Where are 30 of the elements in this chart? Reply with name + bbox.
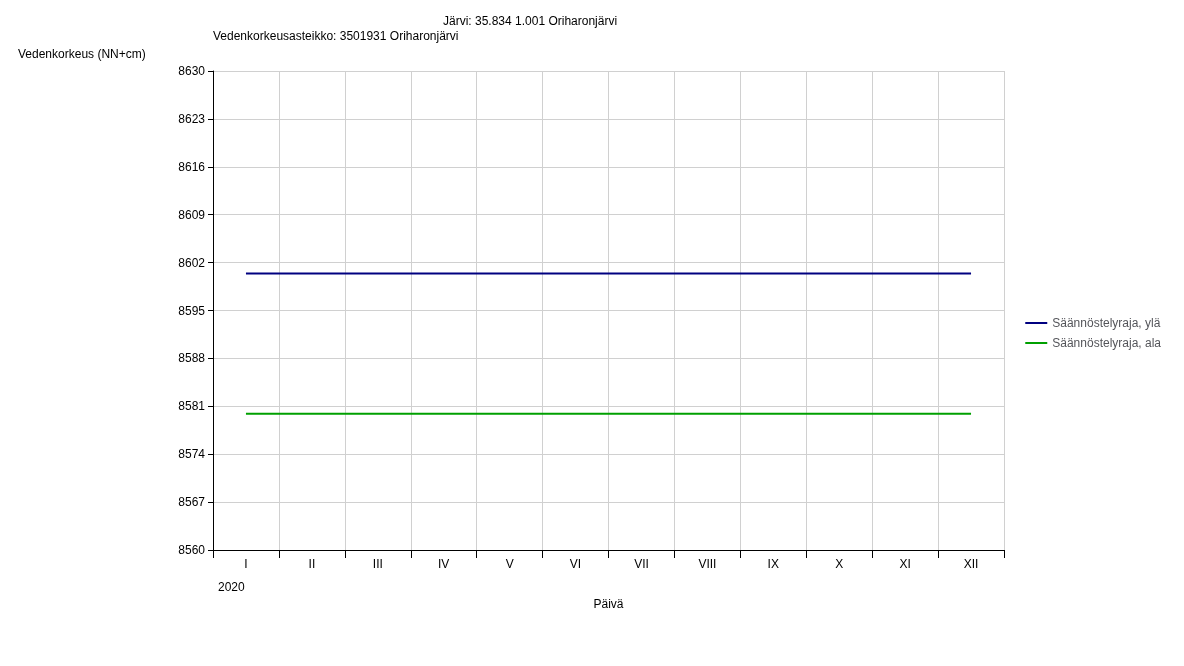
y-tick-label: 8630	[178, 64, 206, 78]
x-tick-label: V	[505, 557, 514, 571]
x-tick-label: VI	[569, 557, 582, 571]
x-tick-label: XI	[899, 557, 911, 571]
text: 2020	[218, 580, 246, 594]
x-tick-label: I	[244, 557, 248, 571]
chart-title: Järvi: 35.834 1.001 Oriharonjärvi	[443, 14, 618, 28]
x-tick-label: IX	[767, 557, 779, 571]
x-tick-label: III	[372, 557, 383, 571]
x-tick-label: IV	[438, 557, 450, 571]
chart-subtitle: Vedenkorkeusasteikko: 3501931 Oriharonjärvi	[213, 29, 459, 43]
x-axis-title: Päivä	[593, 597, 624, 611]
y-tick-label: 8616	[178, 159, 206, 174]
y-tick-label: 8623	[178, 111, 206, 126]
legend-label: Säännöstelyraja, ala	[1052, 336, 1162, 350]
y-tick-label: 8609	[178, 207, 206, 222]
x-tick-label: VII	[634, 557, 649, 571]
x-tick-label: X	[835, 557, 844, 571]
y-tick-label: 8588	[178, 351, 206, 366]
y-tick-label: 8574	[178, 447, 206, 462]
x-tick-label: VIII	[698, 557, 717, 571]
legend-label: Säännöstelyraja, ylä	[1052, 316, 1161, 330]
x-tick-label: II	[308, 557, 316, 571]
y-tick-label: 8602	[178, 255, 206, 270]
y-tick-label: 8560	[178, 543, 206, 557]
x-tick-label: XII	[963, 557, 979, 571]
y-tick-label: 8567	[178, 495, 206, 510]
y-axis-title: Vedenkorkeus (NN+cm)	[18, 47, 146, 61]
y-tick-label: 8581	[178, 399, 206, 414]
y-tick-label: 8595	[178, 303, 206, 318]
